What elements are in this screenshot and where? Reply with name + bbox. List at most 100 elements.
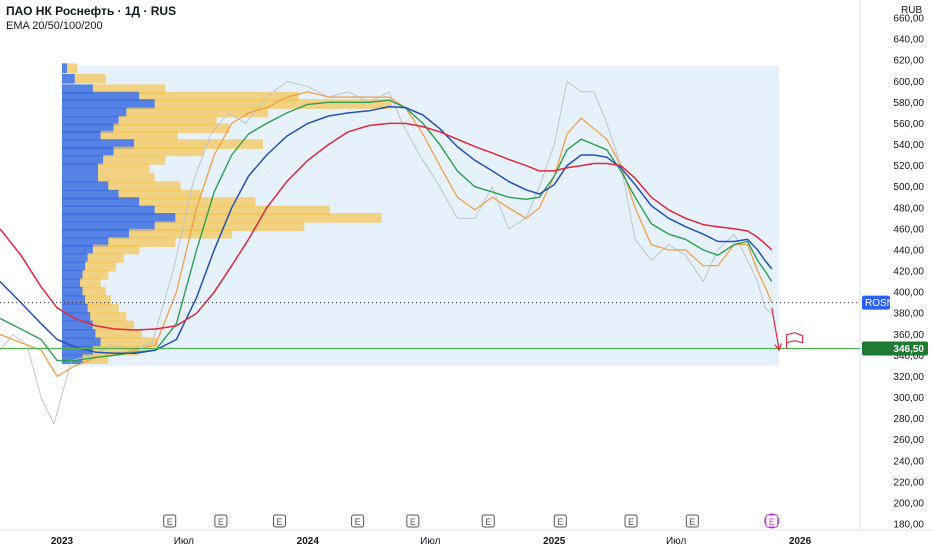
vp-row-down [61,244,93,255]
earnings-marker [272,514,286,528]
vp-row-up [98,163,150,174]
y-tick-label: 320,00 [893,372,924,383]
earnings-marker [624,514,638,528]
vp-row-down [61,172,99,183]
vp-row-down [61,73,75,84]
projection-arrow-line [771,307,780,351]
vp-row-up [100,130,178,141]
x-tick-label: 2024 [297,536,320,547]
earnings-marker [214,514,228,528]
vp-row-down [61,197,140,207]
earnings-label: E [557,517,563,527]
y-tick-label: 180,00 [893,520,924,531]
earnings-label: E [355,517,361,527]
vp-row-down [61,221,155,232]
vp-row-up [87,303,119,314]
vp-row-down [61,345,93,356]
vp-row-up [82,269,109,280]
y-tick-label: 540,00 [893,140,924,151]
vp-row-down [61,181,109,192]
annotations [771,307,804,352]
earnings-marker [406,514,420,528]
y-tick-label: 480,00 [893,203,924,214]
vp-row-down [61,116,119,126]
vp-row-up [154,205,331,216]
y-tick-label: 440,00 [893,245,924,256]
support-price-value: 346,50 [893,344,924,355]
vp-row-down [61,205,155,216]
vp-row-down [61,155,104,165]
vp-row-up [82,354,109,364]
x-tick-label: 2026 [789,536,812,547]
vp-row-down [61,213,176,223]
vp-row-down [61,130,101,141]
earnings-marker [765,514,779,528]
vp-row-down [61,99,155,109]
y-tick-label: 640,00 [893,35,924,46]
vp-row-down [61,320,93,331]
vp-row-down [61,107,127,118]
vp-row-down [61,328,96,339]
vp-row-up [85,261,117,272]
currency-label: RUB [901,5,923,16]
vp-row-up [118,116,217,126]
vp-row-up [134,139,264,149]
vp-row-up [98,172,155,183]
vp-row-down [61,312,91,322]
vp-row-down [61,237,109,247]
vp-row-up [113,146,204,157]
current-price-tag [862,295,890,310]
vp-row-up [103,155,166,165]
series-line-price [0,80,773,425]
x-tick-label: Июл [174,536,194,547]
y-tick-label: 600,00 [893,77,924,88]
vp-row-down [61,63,68,74]
vp-row-up [118,189,202,200]
series-line-ema200 [0,122,773,331]
vp-row-down [61,278,81,289]
vp-row-down [61,337,101,348]
earnings-marker [685,514,699,528]
support-price-tag [862,341,928,356]
vp-row-down [61,139,135,149]
vp-row-down [61,295,86,305]
earnings-label: E [218,517,224,527]
y-axis[interactable]: 180,00 200,00 220,00 240,00 260,00 280,00 300,… [893,14,924,531]
y-tick-label: 340,00 [893,351,924,362]
vp-row-down [61,163,99,174]
earnings-label: E [628,517,634,527]
y-tick-label: 280,00 [893,414,924,425]
y-tick-label: 500,00 [893,182,924,193]
vp-row-down [61,84,93,95]
y-tick-label: 660,00 [893,14,924,25]
vp-row-up [67,63,78,74]
y-tick-label: 520,00 [893,161,924,172]
y-tick-label: 220,00 [893,477,924,488]
vp-row-up [113,123,230,134]
x-axis[interactable]: 2023 Июл 2024 Июл 2025 Июл 2026 [51,536,812,547]
vp-row-up [92,345,140,356]
vp-row-up [139,197,256,207]
y-tick-label: 240,00 [893,456,924,467]
vp-row-down [61,354,83,364]
vp-row-down [61,91,140,102]
y-tick-label: 620,00 [893,56,924,67]
vp-row-up [92,320,135,331]
vp-row-up [87,253,124,263]
vp-row-up [139,91,300,102]
vp-row-up [80,278,101,289]
vp-row-down [61,228,129,239]
y-tick-label: 460,00 [893,224,924,235]
y-tick-label: 360,00 [893,330,924,341]
y-tick-label: 400,00 [893,288,924,299]
earnings-label: E [485,517,491,527]
vp-row-up [100,337,158,348]
vp-row-up [90,312,127,322]
indicator-legend: EMA 20/50/100/200 [6,20,103,32]
y-tick-label: 260,00 [893,435,924,446]
projection-arrow-head [774,343,782,352]
earnings-label: E [410,517,416,527]
y-tick-label: 560,00 [893,119,924,130]
